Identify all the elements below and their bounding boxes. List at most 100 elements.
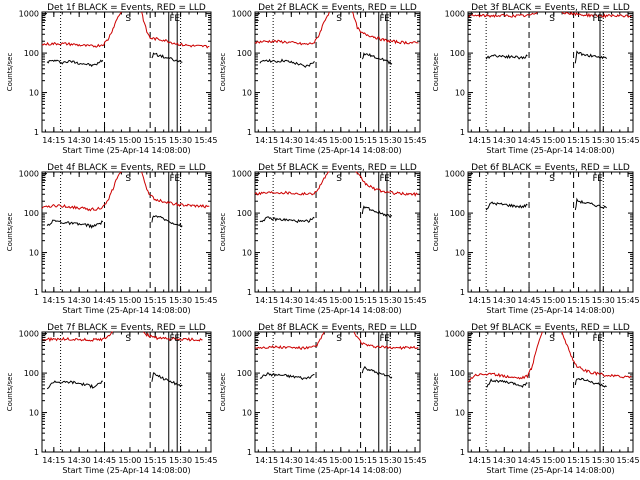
x-tick-label: 15:45 bbox=[617, 136, 640, 145]
lld-series-line bbox=[355, 171, 419, 197]
x-tick-label: 14:45 bbox=[305, 296, 328, 305]
lld-series-line bbox=[561, 331, 632, 379]
x-tick-label: 15:00 bbox=[542, 456, 565, 465]
x-tick-label: 15:15 bbox=[354, 136, 377, 145]
events-series-line bbox=[485, 54, 528, 60]
y-tick-label: 1 bbox=[247, 288, 252, 297]
x-tick-label: 15:45 bbox=[617, 456, 640, 465]
x-axis-label: Start Time (25-Apr-14 14:08:00) bbox=[62, 146, 190, 155]
y-tick-label: 100 bbox=[24, 369, 39, 378]
x-tick-label: 15:00 bbox=[329, 136, 352, 145]
event-marker-label: E bbox=[597, 334, 603, 344]
event-marker-label: F bbox=[379, 14, 384, 24]
y-tick-label: 10 bbox=[455, 409, 465, 418]
x-tick-label: 15:45 bbox=[194, 456, 217, 465]
plot-frame bbox=[41, 331, 212, 453]
y-axis-label: Counts/sec bbox=[6, 373, 14, 412]
lld-series-line bbox=[41, 331, 113, 343]
y-tick-label: 100 bbox=[237, 209, 252, 218]
lld-series-line bbox=[141, 171, 210, 209]
x-tick-label: 15:30 bbox=[592, 296, 615, 305]
event-marker-label: E bbox=[384, 334, 390, 344]
x-tick-label: 14:30 bbox=[68, 456, 91, 465]
event-marker-label: S bbox=[549, 174, 555, 184]
event-marker-label: E bbox=[254, 334, 260, 344]
event-marker-label: E bbox=[41, 14, 47, 24]
event-marker-label: S bbox=[336, 14, 342, 24]
x-axis-label: Start Time (25-Apr-14 14:08:00) bbox=[62, 466, 190, 475]
event-marker-label: E bbox=[174, 14, 180, 24]
y-tick-label: 1 bbox=[460, 288, 465, 297]
x-tick-label: 14:45 bbox=[93, 456, 116, 465]
lld-series-line bbox=[141, 11, 210, 49]
event-marker-label: F bbox=[170, 14, 175, 24]
x-tick-label: 14:30 bbox=[493, 136, 516, 145]
x-tick-label: 14:15 bbox=[468, 296, 491, 305]
y-tick-label: 1 bbox=[460, 448, 465, 457]
x-axis-label: Start Time (25-Apr-14 14:08:00) bbox=[486, 146, 614, 155]
x-tick-label: 14:30 bbox=[493, 456, 516, 465]
y-tick-label: 100 bbox=[237, 49, 252, 58]
event-marker-label: S bbox=[336, 174, 342, 184]
y-tick-label: 1 bbox=[247, 448, 252, 457]
events-series-line bbox=[361, 205, 393, 218]
x-tick-label: 15:00 bbox=[118, 136, 141, 145]
x-tick-label: 15:30 bbox=[592, 136, 615, 145]
x-tick-label: 14:45 bbox=[305, 456, 328, 465]
event-marker-label: S bbox=[549, 334, 555, 344]
x-axis-label: Start Time (25-Apr-14 14:08:00) bbox=[273, 466, 401, 475]
x-tick-label: 14:15 bbox=[255, 456, 278, 465]
y-tick-label: 10 bbox=[29, 409, 39, 418]
x-tick-label: 14:15 bbox=[42, 296, 65, 305]
x-tick-label: 15:00 bbox=[329, 296, 352, 305]
y-axis-label: Counts/sec bbox=[432, 213, 440, 252]
y-tick-label: 1000 bbox=[19, 170, 39, 179]
events-series-line bbox=[361, 365, 393, 379]
y-axis-label: Counts/sec bbox=[6, 213, 14, 252]
event-marker-label: F bbox=[592, 174, 597, 184]
event-marker-label: S bbox=[125, 334, 131, 344]
lld-series-line bbox=[561, 11, 632, 19]
y-tick-label: 100 bbox=[450, 49, 465, 58]
lld-series-line bbox=[41, 171, 122, 212]
x-axis-label: Start Time (25-Apr-14 14:08:00) bbox=[273, 146, 401, 155]
plot-frame bbox=[254, 171, 421, 293]
y-tick-label: 1000 bbox=[232, 170, 252, 179]
x-axis-label: Start Time (25-Apr-14 14:08:00) bbox=[486, 306, 614, 315]
chart-panel: Det 1f BLACK = Events, RED = LLD 1 10 100 10… bbox=[6, 3, 217, 155]
x-tick-label: 14:45 bbox=[518, 136, 541, 145]
event-marker-label: E bbox=[597, 174, 603, 184]
y-tick-label: 10 bbox=[455, 249, 465, 258]
y-tick-label: 10 bbox=[29, 249, 39, 258]
y-tick-label: 100 bbox=[24, 209, 39, 218]
x-tick-label: 14:45 bbox=[93, 296, 116, 305]
y-axis-label: Counts/sec bbox=[6, 53, 14, 92]
x-tick-label: 14:15 bbox=[255, 296, 278, 305]
event-marker-label: E bbox=[41, 334, 47, 344]
x-tick-label: 14:15 bbox=[42, 136, 65, 145]
events-series-line bbox=[151, 52, 183, 63]
y-axis-label: Counts/sec bbox=[432, 53, 440, 92]
lld-series-line bbox=[351, 11, 419, 45]
events-series-line bbox=[259, 58, 315, 68]
x-axis-label: Start Time (25-Apr-14 14:08:00) bbox=[62, 306, 190, 315]
x-tick-label: 14:30 bbox=[68, 296, 91, 305]
x-tick-label: 15:00 bbox=[118, 296, 141, 305]
x-tick-label: 15:00 bbox=[118, 456, 141, 465]
x-axis-label: Start Time (25-Apr-14 14:08:00) bbox=[273, 306, 401, 315]
plot-frame bbox=[254, 331, 421, 453]
event-marker-label: E bbox=[174, 174, 180, 184]
y-tick-label: 1000 bbox=[232, 330, 252, 339]
events-series-line bbox=[485, 201, 528, 211]
event-marker-label: E bbox=[174, 334, 180, 344]
plot-frame bbox=[467, 171, 634, 293]
lld-series-line bbox=[254, 331, 325, 351]
x-axis-label: Start Time (25-Apr-14 14:08:00) bbox=[486, 466, 614, 475]
event-marker-label: S bbox=[125, 174, 131, 184]
events-series-line bbox=[151, 215, 183, 228]
x-tick-label: 15:15 bbox=[144, 456, 167, 465]
x-tick-label: 15:00 bbox=[542, 136, 565, 145]
chart-panel: Det 4f BLACK = Events, RED = LLD 1 10 100 10… bbox=[6, 163, 217, 315]
y-tick-label: 10 bbox=[455, 89, 465, 98]
chart-title: Det 8f BLACK = Events, RED = LLD bbox=[258, 323, 417, 333]
